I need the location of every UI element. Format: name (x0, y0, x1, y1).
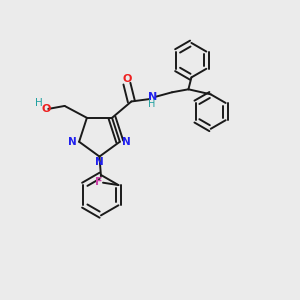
Text: N: N (95, 157, 104, 167)
Text: N: N (122, 137, 131, 147)
Text: N: N (148, 92, 157, 102)
Text: H: H (148, 99, 156, 109)
Text: F: F (94, 177, 102, 187)
Text: O: O (42, 103, 51, 114)
Text: O: O (122, 74, 132, 84)
Text: H: H (35, 98, 43, 108)
Text: N: N (68, 137, 77, 147)
